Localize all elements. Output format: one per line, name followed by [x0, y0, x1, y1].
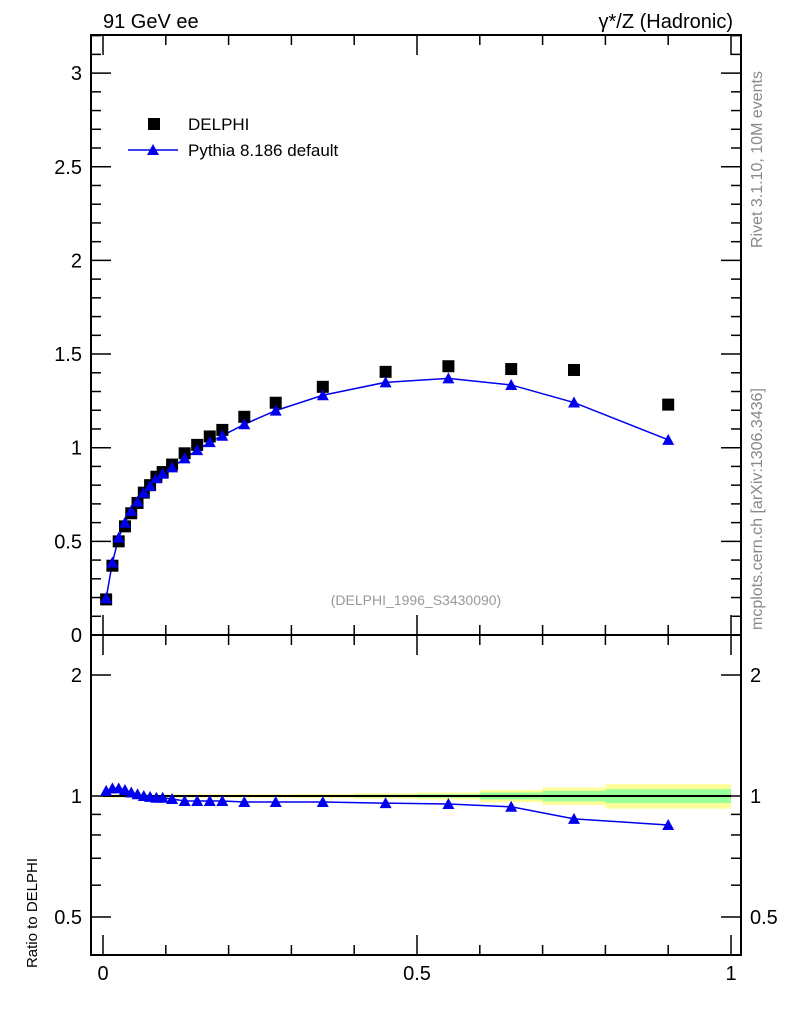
pythia-point: [178, 452, 191, 464]
y-tick-label: 3: [71, 63, 82, 85]
pythia-ratio-point: [191, 794, 204, 806]
delphi-point: [238, 410, 251, 423]
pythia-point: [112, 531, 125, 543]
pythia-point: [203, 436, 216, 448]
pythia-point: [125, 504, 138, 516]
pythia-point: [316, 389, 329, 401]
pythia-ratio-point: [178, 794, 191, 806]
pythia-point: [442, 372, 455, 384]
pythia-point: [238, 418, 251, 430]
pythia-point: [216, 429, 229, 441]
x-tick-label: 0.5: [403, 963, 431, 985]
title-right: γ*/Z (Hadronic): [599, 11, 733, 33]
x-tick-label: 0: [97, 963, 108, 985]
x-tick-label: 1: [725, 963, 736, 985]
pythia-ratio-point: [216, 794, 229, 806]
y-tick-label: 2: [71, 250, 82, 272]
ratio-y-tick-label-right: 0.5: [750, 907, 778, 929]
pythia-point: [662, 433, 675, 445]
pythia-point: [156, 467, 169, 479]
legend-delphi-marker: [148, 118, 160, 130]
delphi-point: [662, 398, 675, 411]
pythia-point: [100, 592, 113, 604]
pythia-ratio-point: [238, 796, 251, 808]
ratio-y-axis-label: Ratio to DELPHI: [24, 858, 41, 968]
pythia-point: [269, 404, 282, 416]
y-tick-label: 0: [71, 625, 82, 647]
y-tick-label: 0.5: [54, 531, 82, 553]
pythia-point: [131, 495, 144, 507]
title-left: 91 GeV ee: [103, 11, 199, 33]
ratio-y-tick-label-right: 2: [750, 665, 761, 687]
pythia-point: [144, 479, 157, 491]
pythia-point: [166, 461, 179, 473]
pythia-ratio-point: [505, 800, 518, 812]
y-tick-label: 2.5: [54, 157, 82, 179]
delphi-point: [505, 363, 518, 376]
pythia-ratio-point: [156, 791, 169, 803]
pythia-point: [150, 472, 163, 484]
pythia-ratio-point: [316, 796, 329, 808]
pythia-point: [137, 486, 150, 498]
pythia-ratio-point: [269, 796, 282, 808]
ratio-y-tick-label: 0.5: [54, 907, 82, 929]
pythia-ratio-point: [118, 783, 131, 795]
delphi-point: [379, 365, 392, 378]
y-tick-label: 1: [71, 438, 82, 460]
legend-pythia-marker: [147, 144, 159, 155]
ratio-y-tick-label: 1: [71, 786, 82, 808]
delphi-point: [568, 363, 580, 376]
pythia-point: [106, 556, 119, 568]
pythia-line: [105, 377, 669, 599]
analysis-label: (DELPHI_1996_S3430090): [331, 592, 501, 608]
pythia-point: [379, 376, 392, 388]
pythia-point: [191, 444, 204, 456]
pythia-point: [505, 378, 518, 390]
pythia-point: [568, 396, 580, 408]
pythia-ratio-point: [166, 792, 179, 804]
delphi-point: [442, 360, 455, 373]
side-label-rivet: Rivet 3.1.10, 10M events: [749, 71, 766, 248]
pythia-ratio-point: [379, 797, 392, 809]
ratio-y-tick-label: 2: [71, 665, 82, 687]
pythia-ratio-point: [568, 812, 580, 824]
y-tick-label: 1.5: [54, 344, 82, 366]
pythia-ratio-point: [203, 794, 216, 806]
ratio-y-tick-label-right: 1: [750, 786, 761, 808]
legend-pythia-label: Pythia 8.186 default: [188, 141, 339, 160]
legend-delphi-label: DELPHI: [188, 115, 249, 134]
delphi-point: [316, 380, 329, 393]
pythia-ratio-point: [442, 798, 455, 810]
ratio-frame: [90, 634, 742, 956]
side-label-mcplots: mcplots.cern.ch [arXiv:1306.3436]: [749, 388, 766, 630]
pythia-point: [118, 516, 131, 528]
delphi-point: [269, 396, 282, 409]
pythia-ratio-point: [662, 818, 675, 830]
